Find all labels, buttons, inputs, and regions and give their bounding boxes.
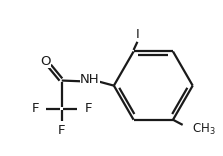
Text: CH$_3$: CH$_3$ <box>192 122 216 137</box>
Text: I: I <box>136 28 139 41</box>
Text: F: F <box>58 124 66 137</box>
Text: F: F <box>85 102 92 115</box>
Text: NH: NH <box>80 73 99 86</box>
Text: O: O <box>41 55 51 68</box>
Text: F: F <box>31 102 39 115</box>
